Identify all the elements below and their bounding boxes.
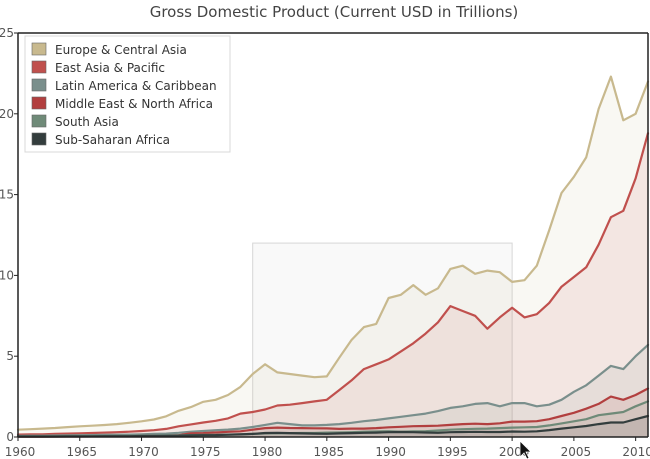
x-tick-label: 1995 bbox=[437, 445, 468, 459]
legend-item[interactable]: Middle East & North Africa bbox=[31, 96, 213, 111]
x-tick-label: 1970 bbox=[128, 445, 159, 459]
series-line-2[interactable] bbox=[16, 343, 650, 437]
legend-swatch bbox=[31, 114, 47, 128]
legend-item[interactable]: Europe & Central Asia bbox=[31, 42, 187, 57]
series-line-0[interactable] bbox=[16, 75, 650, 431]
legend-item[interactable]: South Asia bbox=[31, 114, 119, 129]
y-tick-label: 25 bbox=[0, 26, 14, 40]
series-area-2 bbox=[18, 344, 648, 437]
legend-item[interactable]: East Asia & Pacific bbox=[31, 60, 165, 75]
legend-swatch bbox=[31, 96, 47, 110]
legend-label: South Asia bbox=[55, 115, 119, 129]
legend-label: Middle East & North Africa bbox=[55, 97, 213, 111]
x-tick-label: 2005 bbox=[561, 445, 592, 459]
x-tick-label: 1980 bbox=[252, 445, 283, 459]
legend-box bbox=[24, 35, 231, 153]
x-tick-label: 1975 bbox=[190, 445, 221, 459]
x-tick-label: 1960 bbox=[5, 445, 36, 459]
series-area-5 bbox=[18, 416, 648, 437]
series-area-4 bbox=[18, 401, 648, 437]
x-tick-label: 1990 bbox=[375, 445, 406, 459]
legend-label: Latin America & Caribbean bbox=[55, 79, 217, 93]
series-line-5[interactable] bbox=[16, 414, 650, 438]
series-area-0 bbox=[18, 76, 648, 437]
series-lines bbox=[16, 75, 650, 438]
legend-swatch bbox=[31, 78, 47, 92]
legend-label: Sub-Saharan Africa bbox=[55, 133, 170, 147]
x-tick-label: 1965 bbox=[66, 445, 97, 459]
axes bbox=[14, 32, 649, 441]
y-tick-label: 10 bbox=[0, 268, 14, 282]
legend-item[interactable]: Latin America & Caribbean bbox=[31, 78, 217, 93]
x-tick-label: 2010 bbox=[622, 445, 650, 459]
y-tick-label: 15 bbox=[0, 188, 14, 202]
series-area-1 bbox=[18, 133, 648, 437]
legend-item[interactable]: Sub-Saharan Africa bbox=[31, 132, 170, 147]
legend-label: Europe & Central Asia bbox=[55, 43, 187, 57]
legend-label: East Asia & Pacific bbox=[55, 61, 165, 75]
y-tick-label: 5 bbox=[6, 349, 14, 363]
y-tick-label: 0 bbox=[6, 430, 14, 444]
legend-swatch bbox=[31, 60, 47, 74]
series-line-1[interactable] bbox=[16, 132, 650, 436]
x-tick-label: 1985 bbox=[314, 445, 345, 459]
legend: Europe & Central Asia East Asia & Pacific… bbox=[24, 35, 231, 153]
chart-title: Gross Domestic Product (Current USD in T… bbox=[150, 3, 519, 21]
legend-swatch bbox=[31, 132, 47, 146]
y-tick-label: 20 bbox=[0, 107, 14, 121]
legend-swatch bbox=[31, 42, 47, 56]
